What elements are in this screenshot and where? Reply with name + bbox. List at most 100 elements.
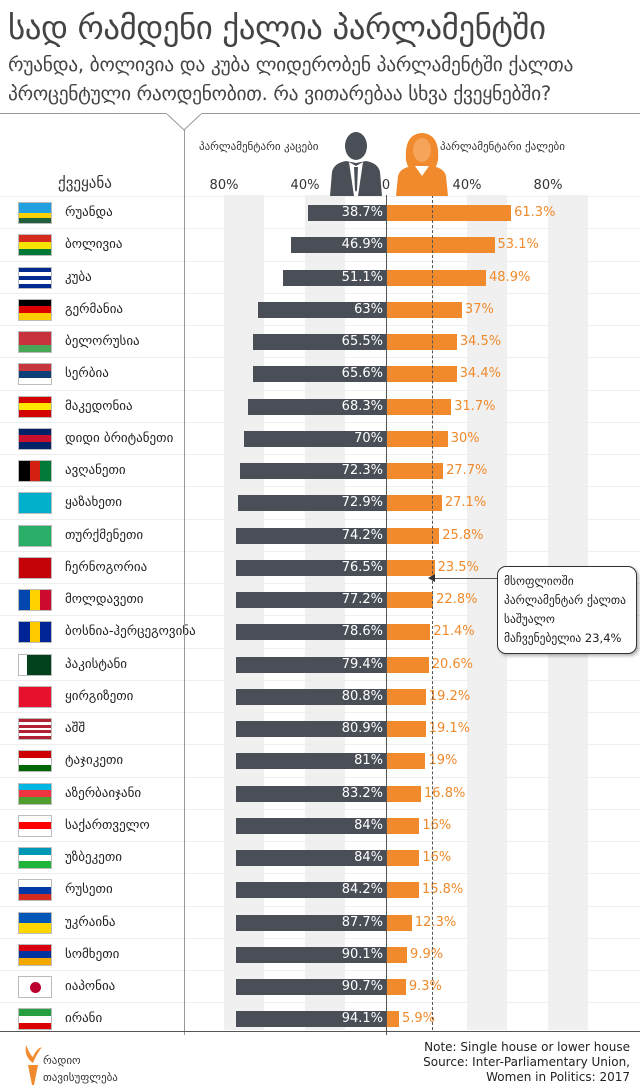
source-text-2: Women in Politics: 2017 bbox=[486, 1070, 630, 1084]
country-name: მოლდავეთი bbox=[65, 592, 144, 607]
tick-zero: 0 bbox=[381, 178, 391, 193]
country-name: ირანი bbox=[65, 1011, 103, 1027]
callout-line: საშუალო bbox=[504, 612, 555, 626]
flag-icon bbox=[18, 492, 52, 515]
women-value-label: 9.3% bbox=[408, 979, 442, 994]
table-row: უკრაინა 87.7% 12.3% bbox=[0, 905, 640, 938]
men-bar: 83.2% bbox=[236, 785, 386, 802]
flag-icon bbox=[18, 976, 52, 998]
women-bar bbox=[387, 850, 420, 866]
country-name: ბოლივია bbox=[65, 237, 123, 253]
country-name: გერმანია bbox=[65, 301, 124, 317]
women-value-label: 20.6% bbox=[431, 656, 474, 672]
women-bar bbox=[387, 624, 431, 641]
country-name: ჩერნოგორია bbox=[65, 559, 148, 575]
flag-icon bbox=[18, 298, 52, 321]
country-name: ტაჯიკეთი bbox=[65, 753, 124, 769]
callout-line: პარლამენტარ ქალთა bbox=[504, 593, 626, 607]
callout-line: მსოფლიოში bbox=[504, 574, 574, 588]
country-name: დიდი ბრიტანეთი bbox=[65, 430, 174, 446]
tick-left-40: 40% bbox=[290, 178, 320, 193]
flag-icon bbox=[18, 331, 52, 353]
table-row: იაპონია 90.7% 9.3% bbox=[0, 970, 640, 1002]
flag-icon bbox=[18, 943, 52, 966]
flag-icon bbox=[18, 363, 52, 386]
men-bar: 80.9% bbox=[236, 721, 386, 737]
women-bar bbox=[387, 430, 448, 447]
women-value-label: 23.5% bbox=[437, 559, 479, 575]
women-value-label: 34.5% bbox=[459, 334, 502, 349]
source-text: Source: Inter-Parliamentary Union, bbox=[423, 1055, 630, 1069]
men-bar: 68.3% bbox=[247, 398, 386, 415]
flag-icon bbox=[18, 1008, 52, 1031]
women-bar bbox=[387, 914, 412, 931]
men-bar: 65.5% bbox=[253, 334, 386, 350]
country-name: აზერბაიჯანი bbox=[65, 785, 142, 801]
country-name: საქართველო bbox=[65, 817, 150, 833]
flag-icon bbox=[18, 750, 52, 773]
women-bar bbox=[387, 366, 457, 383]
world-average-callout: მსოფლიოში პარლამენტარ ქალთა საშუალო მაჩვ… bbox=[497, 566, 637, 654]
table-row: ბელორუსია 65.5% 34.5% bbox=[0, 325, 640, 357]
tick-right-40: 40% bbox=[452, 178, 482, 193]
men-bar: 90.7% bbox=[236, 979, 386, 995]
women-value-label: 27.1% bbox=[444, 495, 487, 511]
women-value-label: 27.7% bbox=[446, 463, 488, 478]
women-bar bbox=[387, 527, 440, 544]
table-row: რუსეთი 84.2% 15.8% bbox=[0, 873, 640, 905]
table-row: ბოლივია 46.9% 53.1% bbox=[0, 228, 640, 260]
women-value-label: 48.9% bbox=[489, 269, 531, 285]
men-bar: 84% bbox=[236, 817, 386, 834]
flag-icon bbox=[18, 621, 52, 644]
man-icon bbox=[330, 132, 382, 196]
women-value-label: 30% bbox=[450, 430, 480, 446]
men-bar: 79.4% bbox=[236, 656, 386, 673]
flag-icon bbox=[18, 556, 52, 579]
table-row: რუანდა 38.7% 61.3% bbox=[0, 196, 640, 228]
women-value-label: 9.9% bbox=[410, 946, 444, 962]
country-name: პაკისტანი bbox=[65, 656, 127, 672]
note-text: Note: Single house or lower house bbox=[424, 1040, 630, 1054]
table-row: ჩერნოგორია 76.5% 23.5% bbox=[0, 550, 640, 583]
country-name: იაპონია bbox=[65, 979, 116, 994]
women-value-label: 19% bbox=[428, 753, 458, 769]
flag-icon bbox=[18, 460, 52, 482]
women-bar bbox=[387, 334, 457, 350]
table-row: პაკისტანი 79.4% 20.6% bbox=[0, 647, 640, 680]
women-bar bbox=[387, 301, 462, 318]
table-row: სერბია 65.6% 34.4% bbox=[0, 357, 640, 389]
men-bar: 81% bbox=[236, 753, 386, 770]
divider bbox=[0, 113, 640, 114]
logo-line1: რადიო bbox=[43, 1054, 81, 1067]
flag-icon bbox=[18, 395, 52, 418]
men-bar: 78.6% bbox=[236, 624, 386, 641]
country-name: ბოსნია-ჰერცეგოვინა bbox=[65, 624, 196, 640]
country-name: მაკედონია bbox=[65, 398, 133, 414]
men-bar: 90.1% bbox=[236, 946, 386, 963]
women-bar bbox=[387, 205, 512, 221]
country-column-header: ქვეყანა bbox=[58, 174, 112, 192]
women-value-label: 19.1% bbox=[428, 721, 470, 736]
table-row: ყირგიზეთი 80.8% 19.2% bbox=[0, 679, 640, 712]
world-average-line bbox=[432, 195, 433, 1030]
table-row: ტაჯიკეთი 81% 19% bbox=[0, 744, 640, 776]
men-bar: 65.6% bbox=[253, 366, 386, 383]
table-row: ავღანეთი 72.3% 27.7% bbox=[0, 454, 640, 486]
country-name: რუსეთი bbox=[65, 882, 113, 898]
country-name: სომხეთი bbox=[65, 946, 120, 962]
women-value-label: 25.8% bbox=[442, 527, 484, 543]
men-bar: 46.9% bbox=[291, 237, 386, 254]
women-bar bbox=[387, 656, 429, 673]
women-value-label: 34.4% bbox=[459, 366, 501, 382]
country-name: აშშ bbox=[65, 721, 86, 736]
table-row: მოლდავეთი 77.2% 22.8% bbox=[0, 583, 640, 615]
country-name: ბელორუსია bbox=[65, 334, 140, 349]
zero-axis bbox=[386, 195, 387, 1035]
women-bar bbox=[387, 237, 495, 254]
women-value-label: 19.2% bbox=[428, 688, 471, 704]
women-value-label: 53.1% bbox=[497, 237, 539, 253]
flag-icon bbox=[18, 589, 52, 611]
callout-line: მაჩვენებელია 23,4% bbox=[504, 631, 622, 645]
men-bar: 72.3% bbox=[239, 463, 386, 479]
table-row: უზბეკეთი 84% 16% bbox=[0, 841, 640, 873]
